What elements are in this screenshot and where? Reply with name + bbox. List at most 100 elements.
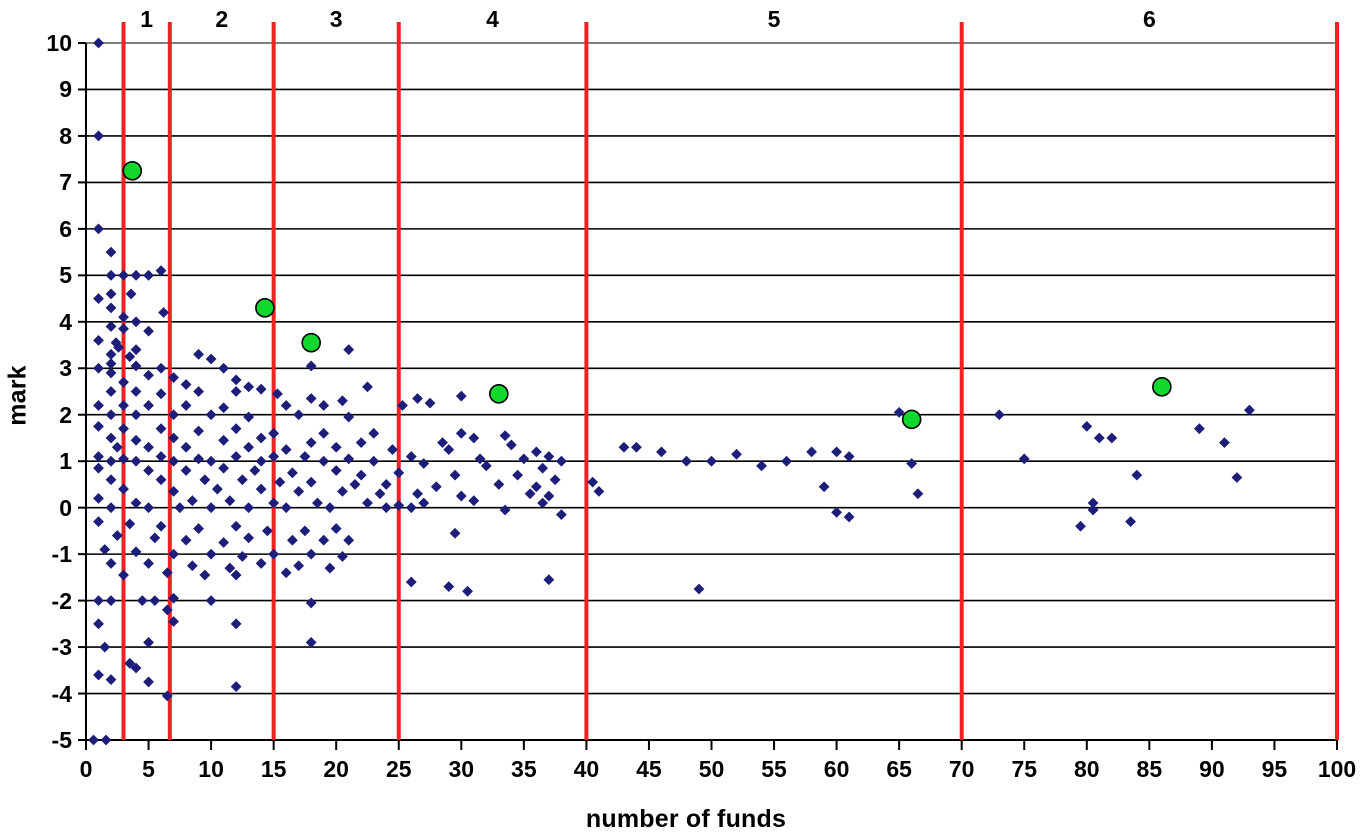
data-point [218, 462, 230, 474]
data-point [362, 497, 373, 509]
data-point [1244, 404, 1255, 416]
x-axis-tick-label: 80 [1074, 756, 1100, 782]
data-point [130, 455, 142, 467]
data-point [806, 446, 817, 458]
data-point [299, 451, 311, 462]
y-axis-tick-label: 10 [46, 30, 72, 56]
data-point [105, 321, 117, 332]
data-point [105, 367, 117, 379]
data-point [124, 518, 136, 530]
data-point [368, 427, 380, 439]
data-point [230, 451, 242, 462]
data-point [455, 390, 467, 402]
data-point [731, 448, 742, 460]
y-axis-tick-label: -2 [51, 587, 72, 614]
data-point [93, 618, 104, 630]
data-point [843, 511, 855, 523]
data-point [93, 334, 104, 346]
data-point [337, 551, 348, 562]
x-axis-tick-label: 40 [573, 756, 600, 782]
data-point [205, 409, 217, 421]
data-point [1018, 453, 1030, 465]
data-point [105, 502, 117, 514]
data-points-group-medians [122, 160, 1172, 430]
data-point [224, 562, 236, 574]
data-point [218, 362, 230, 374]
data-point [193, 348, 204, 360]
data-point [93, 669, 104, 681]
data-point [93, 223, 104, 235]
data-point [218, 402, 230, 414]
data-point [118, 400, 129, 411]
data-point [1081, 420, 1093, 432]
data-point [224, 495, 236, 507]
data-point [180, 441, 192, 453]
data-point [118, 569, 129, 581]
group-label-6: 6 [1142, 6, 1156, 32]
data-point [272, 388, 283, 400]
x-axis-tick-label: 60 [823, 756, 850, 782]
y-axis-tick-label: 4 [59, 308, 72, 335]
data-point [93, 492, 104, 504]
data-point [93, 451, 104, 462]
data-point [130, 360, 142, 372]
data-point [100, 734, 112, 746]
data-point [243, 441, 255, 453]
data-point [756, 460, 767, 472]
data-point [261, 525, 273, 537]
data-point [305, 393, 317, 404]
data-point [205, 595, 217, 606]
data-point [168, 455, 179, 467]
data-point [230, 520, 242, 532]
y-axis-tick-label: -5 [51, 727, 72, 753]
data-point [199, 569, 211, 581]
data-point [118, 311, 129, 323]
data-point [143, 269, 154, 281]
data-point [149, 595, 161, 606]
data-point [230, 374, 242, 386]
data-point [130, 344, 142, 356]
data-point [143, 400, 154, 411]
data-point [193, 453, 204, 465]
data-point [1075, 520, 1086, 532]
data-point [124, 351, 136, 363]
data-point [337, 395, 348, 407]
x-axis-tick-label: 100 [1317, 756, 1357, 782]
data-point [387, 444, 398, 455]
data-point [418, 497, 430, 509]
data-point [293, 486, 305, 497]
x-axis-tick-label: 55 [761, 756, 787, 782]
x-axis-tick-label: 10 [198, 756, 224, 782]
data-point [493, 479, 505, 490]
data-point [143, 558, 154, 569]
data-point [380, 502, 392, 514]
data-point [280, 502, 292, 514]
data-point [155, 265, 167, 277]
data-point [118, 453, 129, 465]
data-point [355, 469, 367, 481]
data-point [155, 362, 167, 374]
y-axis-tick-label: 7 [59, 169, 72, 196]
data-point [299, 525, 311, 537]
data-point [537, 462, 549, 474]
data-point [118, 423, 129, 435]
data-point [468, 432, 480, 444]
y-axis-tick-label: 5 [59, 262, 72, 289]
data-point [105, 558, 117, 569]
data-point [912, 488, 924, 500]
data-point [512, 469, 523, 481]
data-point [230, 386, 242, 397]
data-point [1087, 504, 1099, 516]
data-point [380, 479, 392, 490]
data-point [243, 532, 255, 544]
x-axis-tick-label: 50 [698, 756, 725, 782]
data-point [405, 576, 417, 588]
x-axis-tick-label: 25 [385, 756, 412, 782]
data-point [93, 400, 104, 411]
data-point [831, 506, 842, 518]
data-point [249, 465, 261, 476]
data-point [105, 288, 117, 300]
x-axis-tick-label: 90 [1199, 756, 1225, 782]
y-axis-tick-label: 3 [59, 355, 72, 382]
